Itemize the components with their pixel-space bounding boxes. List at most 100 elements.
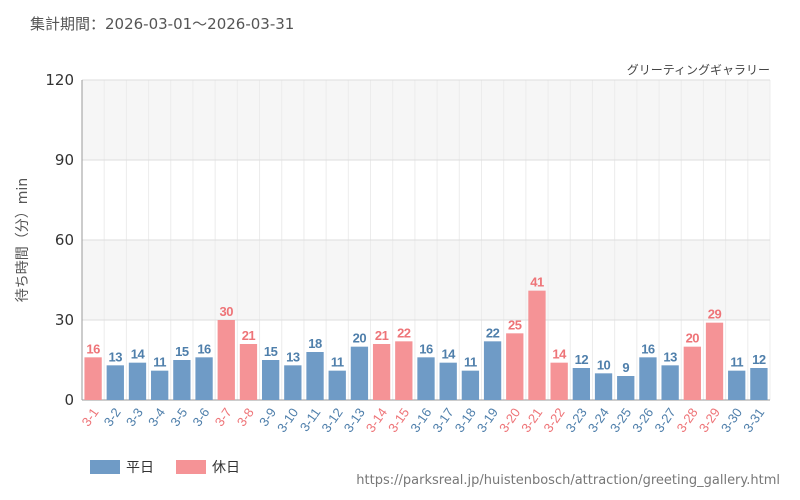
- bar-value-label: 13: [286, 349, 300, 364]
- x-tick-label: 3-19: [474, 405, 501, 435]
- plot-band: [82, 80, 770, 160]
- bar-value-label: 11: [331, 355, 344, 370]
- x-tick-label: 3-24: [585, 405, 612, 435]
- bar: [173, 360, 191, 400]
- bar: [506, 333, 524, 400]
- bar-value-label: 16: [86, 341, 100, 356]
- bar-value-label: 14: [131, 347, 146, 362]
- bar: [661, 365, 679, 400]
- bar-value-label: 29: [708, 307, 722, 322]
- bar: [106, 365, 124, 400]
- chart-title: グリーティングギャラリー: [626, 63, 770, 77]
- bar: [306, 352, 324, 400]
- bar: [639, 357, 657, 400]
- x-tick-label: 3-27: [651, 405, 678, 435]
- bar: [151, 370, 169, 400]
- bar: [284, 365, 302, 400]
- bar: [217, 320, 235, 400]
- bar-value-label: 22: [397, 325, 411, 340]
- x-tick-label: 3-4: [145, 405, 168, 429]
- bar-value-label: 30: [220, 304, 234, 319]
- bar-value-label: 14: [441, 347, 456, 362]
- x-tick-label: 3-1: [78, 405, 101, 429]
- x-tick-label: 3-31: [740, 405, 767, 435]
- x-tick-label: 3-12: [318, 405, 345, 435]
- x-tick-label: 3-15: [385, 405, 412, 435]
- bar: [195, 357, 213, 400]
- bar-value-label: 15: [175, 344, 189, 359]
- x-tick-label: 3-30: [718, 405, 745, 435]
- bar: [439, 362, 457, 400]
- x-tick-label: 3-28: [674, 405, 701, 435]
- x-tick-label: 3-7: [212, 405, 235, 429]
- x-tick-label: 3-13: [341, 405, 368, 435]
- bar: [261, 360, 280, 400]
- source-url: https://parksreal.jp/huistenbosch/attrac…: [356, 473, 780, 488]
- bar-value-label: 11: [464, 355, 477, 370]
- bar: [705, 322, 724, 400]
- bar: [372, 344, 391, 400]
- bar-value-label: 41: [530, 275, 544, 290]
- bar: [128, 362, 147, 400]
- bar-value-label: 16: [419, 341, 433, 356]
- bar: [395, 341, 413, 400]
- x-tick-label: 3-2: [101, 405, 124, 429]
- collection-period: 集計期間：2026-03-01～2026-03-31: [30, 15, 295, 33]
- y-tick-label: 90: [55, 151, 74, 169]
- x-tick-label: 3-5: [167, 405, 190, 429]
- bar-value-label: 20: [353, 331, 367, 346]
- y-tick-label: 30: [55, 311, 74, 329]
- x-tick-label: 3-6: [189, 405, 212, 429]
- bar-value-label: 13: [109, 349, 123, 364]
- legend-label-weekday: 平日: [126, 460, 154, 476]
- legend: 平日 休日: [90, 457, 240, 477]
- x-tick-label: 3-20: [496, 405, 523, 435]
- bar-value-label: 15: [264, 344, 278, 359]
- bar: [417, 357, 435, 400]
- legend-item-weekday[interactable]: 平日: [90, 457, 154, 477]
- bar-value-label: 11: [730, 355, 743, 370]
- bar-value-label: 22: [486, 325, 500, 340]
- x-tick-label: 3-22: [540, 405, 567, 435]
- bar-value-label: 10: [597, 357, 611, 372]
- bar: [550, 362, 568, 400]
- bar: [683, 346, 701, 400]
- legend-item-holiday[interactable]: 休日: [176, 457, 240, 477]
- legend-swatch-holiday: [176, 460, 206, 474]
- x-tick-label: 3-8: [234, 405, 257, 429]
- x-tick-label: 3-11: [297, 405, 324, 434]
- bar: [350, 346, 369, 400]
- bar-value-label: 21: [375, 328, 389, 343]
- x-tick-label: 3-18: [452, 405, 479, 435]
- x-tick-label: 3-25: [607, 405, 634, 435]
- x-tick-label: 3-26: [629, 405, 656, 435]
- bar: [84, 357, 102, 400]
- bar: [572, 368, 591, 400]
- bar-value-label: 11: [153, 355, 166, 370]
- x-tick-label: 3-10: [274, 405, 301, 435]
- bar-value-label: 13: [663, 349, 677, 364]
- x-tick-label: 3-23: [563, 405, 590, 435]
- bar-value-label: 16: [197, 341, 211, 356]
- x-tick-label: 3-17: [429, 405, 456, 435]
- bar-value-label: 12: [752, 352, 766, 367]
- legend-label-holiday: 休日: [212, 460, 240, 476]
- plot-band: [82, 240, 770, 320]
- bar-value-label: 25: [508, 317, 522, 332]
- bar: [750, 368, 768, 400]
- bar: [617, 376, 635, 400]
- x-tick-label: 3-14: [363, 405, 390, 435]
- x-tick-label: 3-3: [123, 405, 146, 429]
- legend-swatch-weekday: [90, 460, 120, 474]
- bar-value-label: 12: [575, 352, 589, 367]
- bar: [528, 290, 546, 400]
- bar: [483, 341, 502, 400]
- bar: [239, 344, 258, 400]
- bar: [728, 370, 746, 400]
- x-tick-label: 3-16: [407, 405, 434, 435]
- bar: [461, 370, 480, 400]
- bar-value-label: 16: [641, 341, 655, 356]
- bar-value-label: 20: [686, 331, 700, 346]
- bar-value-label: 9: [622, 360, 629, 375]
